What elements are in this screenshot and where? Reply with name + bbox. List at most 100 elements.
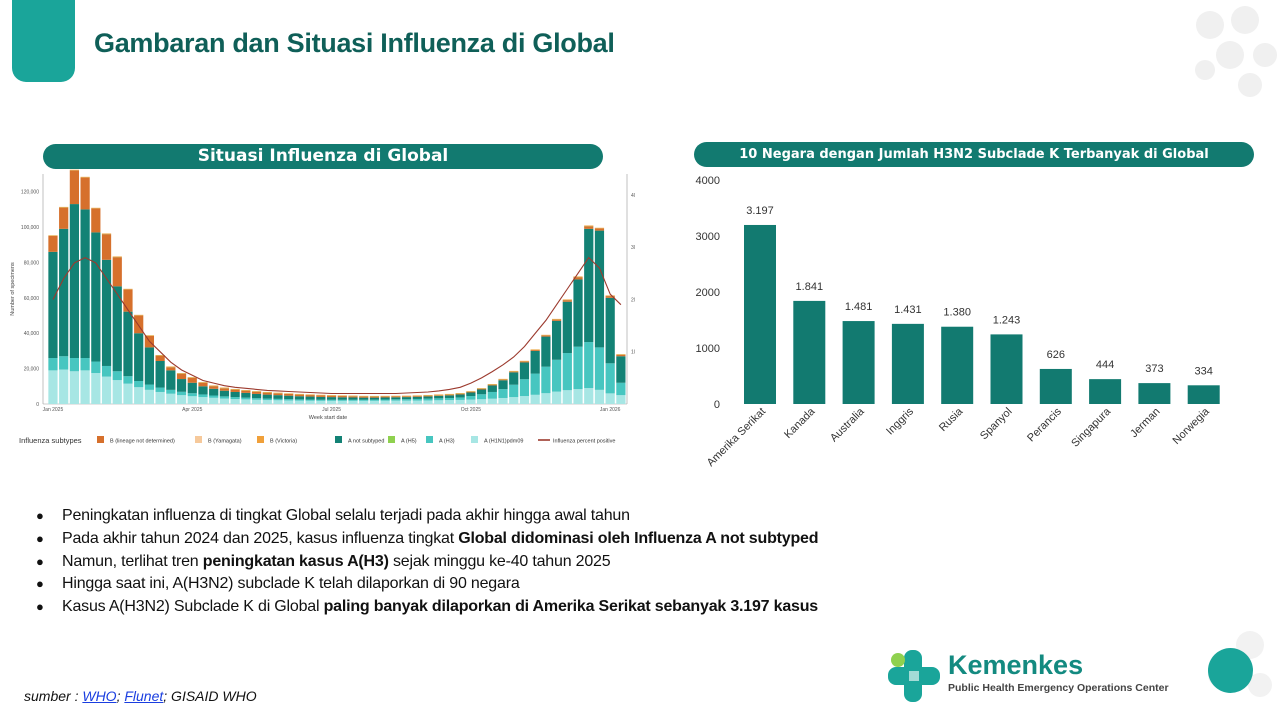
bar-segment bbox=[530, 349, 540, 350]
bar-segment bbox=[444, 393, 455, 395]
bar-segment bbox=[134, 315, 144, 334]
bar-segment bbox=[273, 393, 283, 396]
bar bbox=[891, 323, 924, 404]
key-point: Kasus A(H3N2) Subclade K di Global palin… bbox=[36, 596, 1036, 619]
bar-segment bbox=[262, 400, 272, 404]
bar-segment bbox=[91, 207, 101, 209]
bar-segment bbox=[69, 204, 80, 358]
bar-segment bbox=[48, 251, 58, 358]
bar-segment bbox=[316, 399, 326, 401]
bar-segment bbox=[466, 391, 476, 392]
bar-segment bbox=[230, 389, 240, 392]
bar-segment bbox=[519, 361, 530, 363]
category-label: Norwegia bbox=[1170, 405, 1212, 447]
legend-label: B (lineage not determined) bbox=[110, 439, 175, 445]
decorative-pattern bbox=[1195, 6, 1277, 97]
bar-segment bbox=[369, 395, 380, 397]
bar-segment bbox=[101, 376, 112, 404]
bar-segment bbox=[69, 371, 80, 404]
x-tick-label: Oct 2025 bbox=[461, 407, 482, 413]
bar-data-label: 1.841 bbox=[796, 281, 824, 293]
bar-segment bbox=[551, 359, 562, 392]
bar-segment bbox=[498, 380, 508, 390]
legend-swatch bbox=[426, 436, 433, 443]
legend-label: B (Victoria) bbox=[270, 439, 297, 445]
y-tick-label: 120,000 bbox=[21, 190, 39, 196]
bar-segment bbox=[391, 395, 401, 397]
bar-segment bbox=[80, 370, 90, 404]
x-tick-label: Jan 2025 bbox=[43, 407, 64, 413]
bar-segment bbox=[198, 382, 208, 387]
bar-segment bbox=[123, 289, 133, 312]
bar-segment bbox=[487, 398, 497, 404]
category-label: Perancis bbox=[1025, 405, 1064, 444]
bar-segment bbox=[455, 399, 465, 404]
bar-segment bbox=[262, 391, 272, 393]
bar-segment bbox=[176, 373, 187, 374]
source-prefix: sumber : bbox=[24, 688, 83, 704]
bar-segment bbox=[155, 355, 165, 362]
bar-segment bbox=[434, 395, 444, 399]
bar-segment bbox=[551, 318, 562, 320]
bar-segment bbox=[476, 389, 487, 395]
legend-label: A (H5) bbox=[401, 439, 417, 445]
bar-segment bbox=[444, 394, 455, 396]
bar-segment bbox=[519, 396, 530, 404]
bar-segment bbox=[348, 396, 358, 398]
bar-segment bbox=[337, 399, 347, 401]
y-tick-label: 4000 bbox=[696, 175, 720, 187]
bar-segment bbox=[209, 385, 219, 386]
bar-segment bbox=[80, 176, 90, 178]
logo-name: Kemenkes bbox=[948, 650, 1084, 680]
legend-label: A not subtyped bbox=[348, 439, 384, 445]
bar-segment bbox=[476, 388, 487, 390]
y2-tick-label: 20% bbox=[631, 297, 635, 303]
bar-segment bbox=[134, 314, 144, 316]
bar-segment bbox=[209, 386, 219, 389]
bar-segment bbox=[380, 399, 390, 401]
right-panel-heading: 10 Negara dengan Jumlah H3N2 Subclade K … bbox=[694, 142, 1254, 167]
source-link-flunet[interactable]: Flunet bbox=[124, 688, 164, 704]
bar-segment bbox=[262, 392, 272, 395]
bar-segment bbox=[401, 396, 412, 398]
bar-segment bbox=[359, 395, 369, 397]
source-link-who[interactable]: WHO bbox=[82, 688, 117, 704]
bar bbox=[842, 321, 875, 404]
bar-segment bbox=[337, 396, 347, 398]
bar-segment bbox=[219, 390, 230, 397]
bar-segment bbox=[187, 393, 197, 397]
legend-swatch bbox=[97, 436, 104, 443]
bar-segment bbox=[101, 233, 112, 234]
bar-segment bbox=[251, 391, 262, 394]
decorative-circle bbox=[1208, 648, 1253, 693]
y-tick-label: 20,000 bbox=[24, 367, 40, 373]
bar-segment bbox=[369, 397, 380, 400]
bar-segment bbox=[294, 400, 305, 404]
bar-segment bbox=[466, 392, 476, 397]
bar-segment bbox=[198, 382, 208, 383]
bar-segment bbox=[48, 235, 58, 252]
bar-segment bbox=[359, 397, 369, 400]
bar-segment bbox=[305, 399, 315, 401]
bar-segment bbox=[466, 391, 476, 393]
bar bbox=[1089, 379, 1122, 404]
bar-segment bbox=[69, 358, 80, 372]
bar-segment bbox=[455, 394, 465, 398]
bar-segment bbox=[369, 400, 380, 404]
bar-segment bbox=[80, 177, 90, 210]
bar-segment bbox=[284, 394, 294, 396]
bar-segment bbox=[219, 387, 230, 389]
bar-segment bbox=[294, 393, 305, 395]
bar-segment bbox=[584, 342, 594, 389]
bar-segment bbox=[230, 391, 240, 398]
bar-segment bbox=[487, 385, 497, 392]
bar-data-label: 444 bbox=[1096, 359, 1114, 371]
bar-segment bbox=[155, 361, 165, 388]
bar-segment bbox=[80, 358, 90, 371]
bar-segment bbox=[369, 399, 380, 401]
bar-segment bbox=[380, 397, 390, 400]
logo-subtitle: Public Health Emergency Operations Cente… bbox=[948, 682, 1169, 694]
bar-segment bbox=[584, 226, 594, 229]
bar-segment bbox=[294, 396, 305, 400]
legend-label: Influenza percent positive bbox=[553, 439, 615, 445]
